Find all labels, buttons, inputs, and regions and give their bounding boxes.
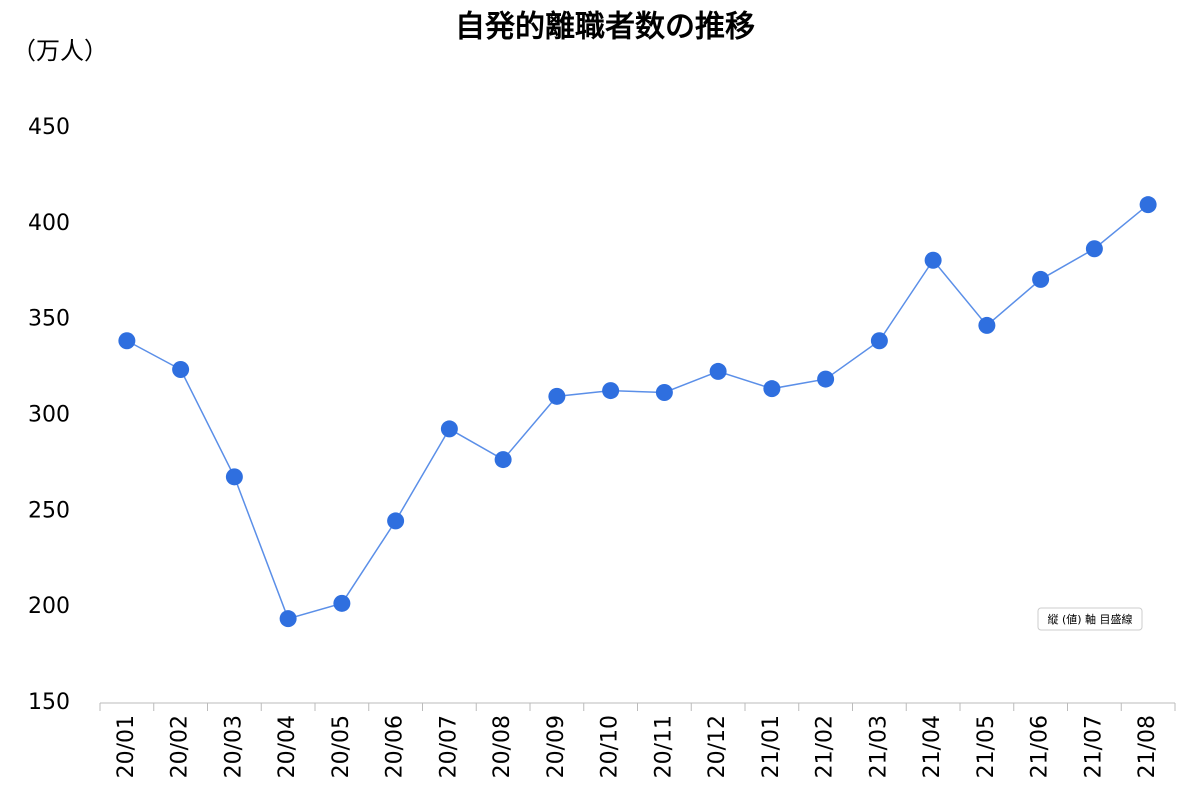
x-tick-label: 20/07 bbox=[436, 715, 461, 778]
data-point bbox=[602, 382, 620, 400]
data-point bbox=[118, 332, 136, 350]
data-point bbox=[817, 370, 835, 388]
x-tick-label: 20/12 bbox=[705, 715, 730, 778]
x-tick-label: 20/03 bbox=[221, 715, 246, 778]
x-tick-label: 21/07 bbox=[1081, 715, 1106, 778]
data-point bbox=[225, 468, 243, 486]
y-tick-label: 450 bbox=[28, 115, 70, 140]
data-point bbox=[387, 512, 405, 530]
y-tick-label: 300 bbox=[28, 403, 70, 428]
x-tick-label: 21/03 bbox=[866, 715, 891, 778]
x-tick-label: 20/06 bbox=[383, 715, 408, 778]
data-point bbox=[440, 420, 458, 438]
tooltip: 縦 (値) 軸 目盛線 bbox=[1037, 607, 1143, 631]
data-point bbox=[279, 610, 297, 628]
data-point bbox=[709, 362, 727, 380]
x-tick-label: 20/08 bbox=[490, 715, 515, 778]
y-tick-label: 350 bbox=[28, 307, 70, 332]
x-tick-label: 20/01 bbox=[114, 715, 139, 778]
chart-title: 自発的離職者数の推移 bbox=[455, 10, 755, 45]
y-tick-label: 200 bbox=[28, 594, 70, 619]
data-point bbox=[494, 451, 512, 469]
data-point bbox=[172, 361, 190, 378]
data-point bbox=[333, 594, 351, 612]
x-tick-label: 21/08 bbox=[1135, 715, 1160, 778]
data-point bbox=[763, 380, 781, 398]
x-tick-label: 20/11 bbox=[651, 715, 676, 778]
y-tick-label: 250 bbox=[28, 498, 70, 523]
y-tick-label: 150 bbox=[28, 690, 70, 715]
data-point bbox=[870, 332, 888, 350]
x-tick-label: 20/10 bbox=[598, 715, 623, 778]
data-point bbox=[548, 387, 566, 405]
x-tick-label: 20/05 bbox=[329, 715, 354, 778]
data-point bbox=[1085, 240, 1103, 258]
data-point bbox=[1139, 196, 1157, 214]
data-point bbox=[978, 316, 996, 334]
series-line bbox=[126, 204, 1149, 620]
data-point bbox=[1032, 270, 1050, 288]
x-tick-label: 21/06 bbox=[1028, 715, 1053, 778]
y-tick-label: 400 bbox=[28, 211, 70, 236]
tooltip-box bbox=[1037, 607, 1143, 631]
x-tick-label: 21/05 bbox=[974, 715, 999, 778]
x-tick-label: 21/02 bbox=[813, 715, 838, 778]
data-point bbox=[924, 251, 942, 269]
data-point bbox=[655, 384, 673, 401]
y-axis-label: （万人） bbox=[12, 37, 108, 65]
x-tick-label: 20/04 bbox=[275, 715, 300, 778]
x-tick-label: 21/01 bbox=[759, 715, 784, 778]
x-tick-label: 21/04 bbox=[920, 715, 945, 778]
x-tick-label: 20/09 bbox=[544, 715, 569, 778]
tooltip-text: 縦 (値) 軸 目盛線 bbox=[1047, 612, 1132, 626]
x-tick-label: 20/02 bbox=[168, 715, 193, 778]
